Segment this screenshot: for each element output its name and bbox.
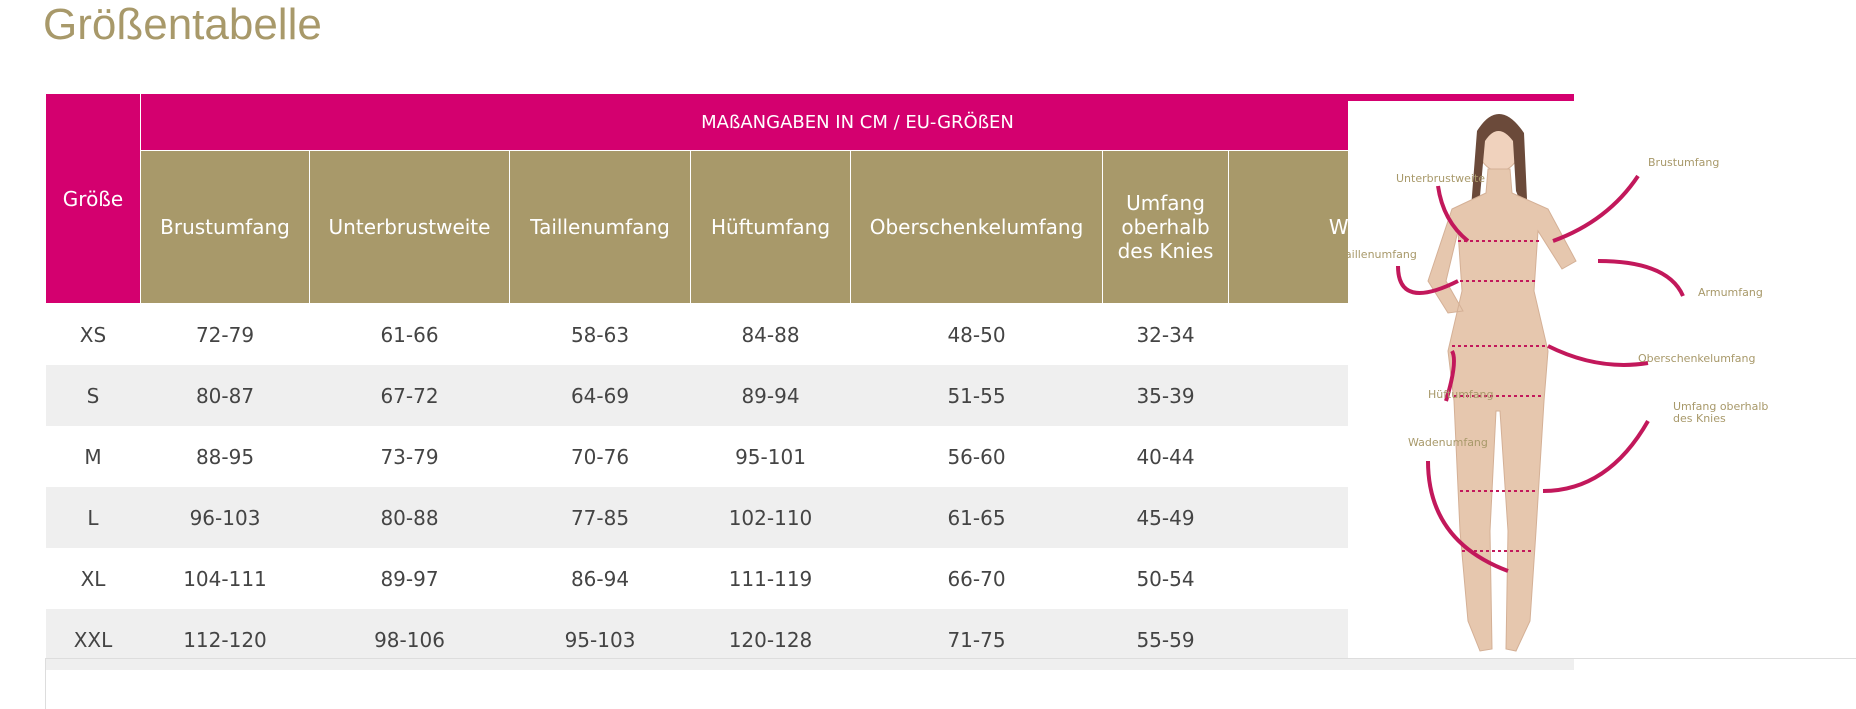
table-cell: 56-60 — [947, 444, 1006, 469]
table: Größe MAßANGABEN IN CM / EU-GRÖßEN Brustum… — [45, 93, 1574, 670]
table-cell: 80-87 — [140, 365, 310, 426]
table-cell: 80-88 — [309, 487, 510, 548]
table-cell: 71-75 — [850, 609, 1103, 670]
group-header: MAßANGABEN IN CM / EU-GRÖßEN — [139, 93, 1574, 151]
table-cell: 72-79 — [195, 322, 255, 347]
table-cell: 67-72 — [309, 365, 510, 426]
footer-box — [45, 658, 1856, 709]
column-header: Hüftumfang — [690, 150, 851, 304]
figure-label: Wadenumfang — [1408, 436, 1488, 449]
column-header: Taillenumfang — [509, 150, 691, 304]
column-header: Oberschenkelumfang — [850, 150, 1103, 304]
column-header: Unterbrustweite — [309, 150, 510, 304]
figure-label: Umfang oberhalb des Knies — [1673, 400, 1769, 425]
page-title: Größentabelle — [43, 0, 322, 49]
table-cell: 70-76 — [570, 444, 630, 469]
header-row: Größe MAßANGABEN IN CM / EU-GRÖßEN — [45, 93, 1574, 304]
table-cell: 95-101 — [735, 444, 806, 469]
figure-illustration — [1396, 113, 1685, 652]
column-header: Brustumfang — [140, 150, 310, 304]
table-cell: 86-94 — [570, 566, 630, 591]
header-row: Brustumfang Unterbrustweite Taillenumfang H… — [46, 150, 1574, 304]
table-cell: 61-65 — [850, 487, 1103, 548]
table-cell: 102-110 — [690, 487, 851, 548]
table-cell: XL — [80, 566, 106, 591]
table-cell: 35-39 — [1102, 365, 1229, 426]
table-cell: 45-49 — [1102, 487, 1229, 548]
table-cell: 48-50 — [947, 322, 1006, 347]
size-header: Größe — [45, 93, 141, 304]
table-cell: 66-70 — [947, 566, 1006, 591]
table-cell: 77-85 — [509, 487, 691, 548]
table-cell: 120-128 — [690, 609, 851, 670]
table-cell: 96-103 — [140, 487, 310, 548]
table-cell: 104-111 — [183, 566, 267, 591]
table-cell: 88-95 — [195, 444, 255, 469]
table-cell: S — [45, 365, 141, 426]
table-cell: 55-59 — [1102, 609, 1229, 670]
table-cell: 112-120 — [140, 609, 310, 670]
size-table: Größe MAßANGABEN IN CM / EU-GRÖßEN Brustum… — [45, 93, 1574, 670]
figure-label: Armumfang — [1698, 286, 1763, 299]
table-cell: 40-44 — [1136, 444, 1195, 469]
figure-label: Taillenumfang — [1340, 248, 1417, 261]
table-cell: 111-119 — [728, 566, 813, 591]
table-cell: 50-54 — [1136, 566, 1195, 591]
table-cell: 89-94 — [690, 365, 851, 426]
table-cell: 84-88 — [741, 322, 800, 347]
table-cell: XS — [79, 322, 107, 347]
table-cell: 58-63 — [570, 322, 630, 347]
figure-label: Hüftumfang — [1428, 388, 1494, 401]
column-header: Umfang oberhalb des Knies — [1102, 150, 1229, 304]
table-row: XL104-11189-9786-94111-11966-7050-5439-4… — [46, 548, 1575, 609]
table-cell: 61-66 — [380, 322, 439, 347]
table-cell: M — [84, 444, 102, 469]
table-cell: 95-103 — [509, 609, 691, 670]
table-cell: 64-69 — [509, 365, 691, 426]
figure-label: Oberschenkelumfang — [1638, 352, 1756, 365]
table-cell: 98-106 — [309, 609, 510, 670]
table-cell: 89-97 — [380, 566, 439, 591]
table-cell: 51-55 — [850, 365, 1103, 426]
table-cell: XXL — [45, 609, 141, 670]
table-cell: 32-34 — [1136, 322, 1195, 347]
figure-label: Unterbrustweite — [1396, 172, 1486, 185]
figure-label: Brustumfang — [1648, 156, 1720, 169]
figure: Unterbrustweite Brustumfang Taillenumfang A… — [1340, 101, 1856, 658]
table-cell: L — [45, 487, 141, 548]
table-cell: 73-79 — [380, 444, 439, 469]
